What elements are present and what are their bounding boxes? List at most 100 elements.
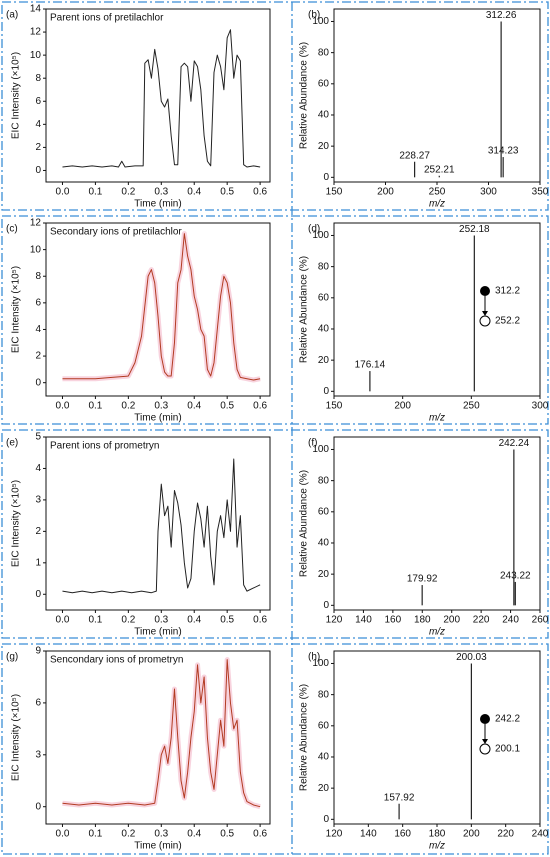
y-tick-label: 4 [35, 324, 41, 335]
x-axis-label: Time (min) [134, 627, 181, 638]
y-tick-label: 6 [35, 698, 41, 709]
y-tick-label: 20 [318, 141, 330, 152]
peak-label: 176.14 [355, 360, 386, 371]
panel: (f) 120 140 160 180 200 220 240 260 0 20 40 60 80 100 m… [299, 436, 549, 638]
peak-label: 312.26 [486, 10, 517, 21]
x-tick-label: 0.0 [56, 187, 70, 198]
y-axis-label: Relative Abundance (%) [299, 470, 310, 577]
panel-label: (a) [6, 10, 18, 21]
y-axis-label: EIC Intensity (×10⁵) [11, 694, 22, 781]
plot-frame [45, 436, 271, 611]
y-tick-label: 6 [35, 297, 41, 308]
panel-label: (b) [308, 10, 320, 21]
y-tick-label: 0 [35, 165, 41, 176]
y-tick-label: 20 [318, 355, 330, 366]
panel-label: (h) [308, 652, 320, 663]
x-tick-label: 0.4 [187, 187, 201, 198]
x-tick-label: 120 [326, 615, 343, 626]
x-tick-label: 0.6 [253, 615, 267, 626]
y-tick-label: 40 [318, 324, 330, 335]
y-tick-label: 0 [323, 600, 329, 611]
y-axis-label: Relative Abundance (%) [299, 256, 310, 363]
y-axis-label: EIC Intensity (×10⁵) [11, 266, 22, 353]
y-tick-label: 5 [35, 432, 41, 443]
y-tick-label: 40 [318, 110, 330, 121]
y-tick-label: 60 [318, 292, 330, 303]
plot-frame [333, 8, 541, 183]
y-tick-label: 100 [312, 230, 329, 241]
x-tick-label: 0.0 [56, 401, 70, 412]
plot-frame [45, 8, 271, 183]
panel-label: (c) [6, 224, 18, 235]
x-tick-label: 0.1 [88, 401, 102, 412]
panel-label: (e) [6, 438, 18, 449]
plot-frame [333, 436, 541, 611]
x-tick-label: 350 [532, 187, 549, 198]
row-frame [1, 1, 549, 211]
x-tick-label: 150 [326, 401, 343, 412]
x-tick-label: 0.3 [154, 401, 168, 412]
x-tick-label: 200 [377, 187, 394, 198]
x-tick-label: 0.6 [253, 829, 267, 840]
x-tick-label: 0.0 [56, 615, 70, 626]
precursor-label: 312.2 [495, 286, 520, 297]
x-tick-label: 200 [443, 615, 460, 626]
y-tick-label: 0 [35, 377, 41, 388]
y-tick-label: 80 [318, 261, 330, 272]
transition-arrowhead [482, 739, 488, 744]
y-tick-label: 80 [318, 475, 330, 486]
x-axis-label: Time (min) [134, 199, 181, 210]
y-tick-label: 1 [35, 557, 41, 568]
y-tick-label: 100 [312, 444, 329, 455]
y-tick-label: 100 [312, 658, 329, 669]
y-tick-label: 80 [318, 47, 330, 58]
x-tick-label: 240 [532, 829, 549, 840]
x-tick-label: 200 [394, 401, 411, 412]
x-tick-label: 140 [355, 615, 372, 626]
annotation: Parent ions of prometryn [50, 441, 160, 452]
x-axis-label: m/z [429, 627, 445, 638]
y-axis-label: Relative Abundance (%) [299, 42, 310, 149]
x-tick-label: 200 [463, 829, 480, 840]
panel: (g) 0.0 0.1 0.2 0.3 0.4 0.5 0.6 0 3 6 9 Time (min) EI… [6, 646, 271, 852]
y-tick-label: 40 [318, 752, 330, 763]
y-tick-label: 2 [35, 526, 41, 537]
y-tick-label: 0 [35, 589, 41, 600]
x-tick-label: 160 [385, 615, 402, 626]
x-tick-label: 0.3 [154, 187, 168, 198]
y-tick-label: 8 [35, 73, 41, 84]
annotation: Secondary ions of pretilachlor [50, 227, 182, 238]
precursor-marker [480, 714, 490, 724]
panel: (c) 0.0 0.1 0.2 0.3 0.4 0.5 0.6 0 2 4 6 8 10 12 Time (m… [6, 218, 271, 424]
x-tick-label: 0.5 [220, 615, 234, 626]
panel-label: (d) [308, 224, 320, 235]
row-frame [1, 643, 549, 855]
y-tick-label: 3 [35, 495, 41, 506]
y-tick-label: 20 [318, 569, 330, 580]
x-tick-label: 250 [463, 401, 480, 412]
x-tick-label: 250 [429, 187, 446, 198]
y-tick-label: 40 [318, 538, 330, 549]
x-tick-label: 180 [429, 829, 446, 840]
x-axis-label: m/z [429, 413, 445, 424]
peak-label: 228.27 [399, 150, 430, 161]
y-tick-label: 12 [30, 27, 42, 38]
panel-label: (g) [6, 652, 18, 663]
x-tick-label: 0.4 [187, 829, 201, 840]
x-tick-label: 0.5 [220, 401, 234, 412]
x-tick-label: 140 [360, 829, 377, 840]
plot-frame [333, 650, 541, 825]
y-tick-label: 20 [318, 783, 330, 794]
peak-label: 314.23 [488, 146, 519, 157]
y-tick-label: 12 [30, 218, 42, 229]
y-tick-label: 0 [35, 801, 41, 812]
product-marker [479, 743, 491, 755]
x-tick-label: 260 [532, 615, 549, 626]
panel: (b) 150 200 250 300 350 0 20 40 60 80 100 m/z Relativ… [299, 8, 549, 210]
line [62, 29, 261, 168]
peak-label: 157.92 [384, 792, 415, 803]
x-tick-label: 0.2 [121, 187, 135, 198]
x-tick-label: 0.0 [56, 829, 70, 840]
x-tick-label: 220 [473, 615, 490, 626]
y-tick-label: 100 [312, 16, 329, 27]
